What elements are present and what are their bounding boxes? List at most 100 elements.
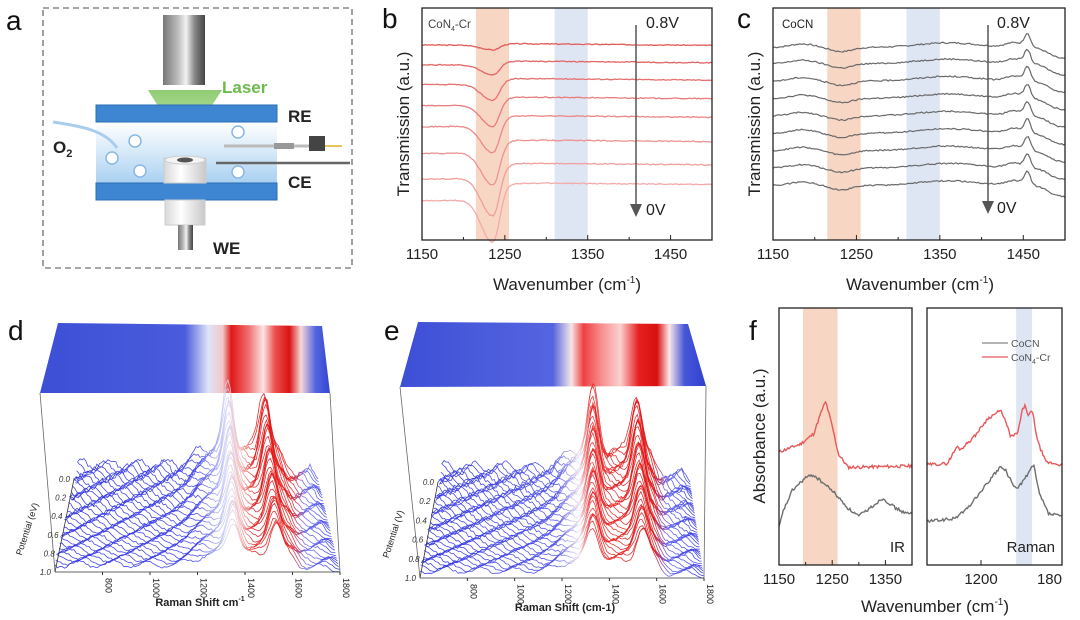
waterfall-trace xyxy=(429,462,698,536)
panel-c: c 1150 1250 1350 1450 CoCN 0.8V 0V Transmis… xyxy=(737,3,1066,294)
arrow-head-icon xyxy=(982,201,994,214)
x-tick-label: 1150 xyxy=(763,571,795,588)
spectrum-trace xyxy=(421,139,713,186)
projection-line xyxy=(329,392,341,573)
waterfall-trace xyxy=(76,388,319,483)
o2-bubbles xyxy=(105,125,245,179)
sample-label-b: CoN4-Cr xyxy=(428,19,471,33)
re-label: RE xyxy=(288,107,312,126)
spectrum-trace xyxy=(772,33,1065,59)
y-axis-title-c: Transmission (a.u.) xyxy=(745,52,764,197)
legend-label-con4-cr: CoN4-Cr xyxy=(1011,352,1051,366)
plot-frame-ir xyxy=(778,307,913,566)
y-tick-label: 0.6 xyxy=(47,531,59,540)
voltage-top-label: 0.8V xyxy=(646,15,679,32)
spectrum-trace xyxy=(772,118,1066,146)
x-axis-title-e: Raman Shift (cm-1) xyxy=(515,602,616,614)
panel-letter-a: a xyxy=(6,5,22,36)
voltage-top-label: 0.8V xyxy=(997,15,1030,32)
spectrum-trace xyxy=(772,170,1066,198)
x-tick-label: 1450 xyxy=(654,246,687,263)
waterfall-trace xyxy=(73,404,323,496)
y-tick-label: 0.6 xyxy=(412,536,424,545)
spectrum-trace xyxy=(772,48,1066,77)
waterfall-trace xyxy=(422,507,703,567)
spectrum-trace xyxy=(772,136,1066,163)
waterfall-trace xyxy=(426,482,700,548)
x-tick-label: 1250 xyxy=(488,246,521,263)
ce-label: CE xyxy=(288,173,312,192)
waterfall-trace xyxy=(420,520,704,576)
heatmap-d xyxy=(40,323,330,393)
panel-b: b 1150 1250 1350 1450 CoN4-Cr 0.8V 0V Trans… xyxy=(382,3,713,294)
working-electrode xyxy=(163,155,207,250)
panel-f: f 1150 1250 1350 1200 180 IR Raman CoCN CoN4… xyxy=(749,307,1063,616)
spectrum-trace xyxy=(772,65,1066,94)
waterfall-trace xyxy=(419,527,704,579)
x-tick-label: 1150 xyxy=(406,246,438,263)
y-axis-title-f: Absorbance (a.u.) xyxy=(750,368,769,503)
band-blue xyxy=(1016,308,1033,565)
waterfall-trace xyxy=(61,477,334,545)
spectrum-trace xyxy=(421,42,712,51)
spectrum-trace xyxy=(421,60,713,76)
x-axis-title-b: Wavenumber (cm-1) xyxy=(493,275,641,294)
dashed-frame xyxy=(42,7,353,269)
panel-letter-b: b xyxy=(382,3,398,34)
panel-letter-c: c xyxy=(737,3,751,34)
spectrum-trace xyxy=(772,101,1066,128)
waterfall-trace xyxy=(56,509,339,567)
panel-letter-d: d xyxy=(8,315,24,346)
panel-e: e 800 1000 1200 1400 1600 1800 0.0 0.2 0.4 0.6 0.8… xyxy=(381,315,715,614)
waterfall-trace xyxy=(423,499,702,562)
heatmap-e xyxy=(400,322,706,387)
waterfall-trace xyxy=(440,398,692,490)
waterfall-trace xyxy=(424,495,702,560)
x-tick-label: 1400 xyxy=(246,578,256,598)
waterfall-trace xyxy=(432,443,697,524)
waterfall-trace xyxy=(62,472,334,543)
arrow-head-icon xyxy=(630,204,642,217)
spectrum-trace xyxy=(421,162,713,217)
x-tick-label: 1800 xyxy=(341,578,351,598)
top-window xyxy=(95,104,278,123)
waterfall-trace xyxy=(77,379,319,480)
y-tick-label: 0.0 xyxy=(59,475,71,484)
y-tick-label: 0.0 xyxy=(423,478,435,487)
plot-frame-b xyxy=(421,7,713,241)
y-axis-title-d: Potential (eV) xyxy=(14,502,40,557)
y-tick-label: 0.8 xyxy=(44,549,56,558)
waterfall-trace xyxy=(56,503,339,565)
y-tick-label: 0.8 xyxy=(408,555,420,564)
x-tick-label: 800 xyxy=(104,578,114,593)
waterfall-trace xyxy=(420,514,704,574)
plot-frame-raman xyxy=(926,307,1063,566)
we-label: WE xyxy=(213,239,240,258)
spectrum-trace xyxy=(421,182,713,243)
y-tick-label: 1.0 xyxy=(40,568,52,577)
x-tick-label: 1000 xyxy=(516,584,526,604)
band-blue xyxy=(554,8,588,240)
waterfall-trace xyxy=(433,431,696,516)
x-tick-label: 1000 xyxy=(151,578,161,598)
band-orange xyxy=(827,8,861,240)
waterfall-trace xyxy=(60,481,335,548)
panel-letter-e: e xyxy=(384,315,400,346)
voltage-bottom-label: 0V xyxy=(646,202,666,219)
y-tick-label: 0.4 xyxy=(416,516,428,525)
plot-frame-c xyxy=(772,7,1066,241)
x-tick-label: 1200 xyxy=(964,571,997,588)
spectrum-cocn xyxy=(926,464,1063,524)
spectrum-trace xyxy=(772,84,1066,111)
projection-line xyxy=(703,385,707,579)
waterfall-trace xyxy=(73,411,323,499)
y-tick-label: 0.4 xyxy=(51,512,63,521)
waterfall-trace xyxy=(431,447,697,526)
band-blue xyxy=(906,8,940,240)
x-tick-label: 1400 xyxy=(610,584,620,604)
x-tick-label: 1800 xyxy=(705,584,715,604)
panel-a: a Laser O2 RE CE WE xyxy=(6,5,353,269)
x-tick-label: 1200 xyxy=(199,578,209,598)
waterfall-trace xyxy=(66,449,330,526)
x-axis-title-f: Wavenumber (cm-1) xyxy=(861,597,1009,616)
